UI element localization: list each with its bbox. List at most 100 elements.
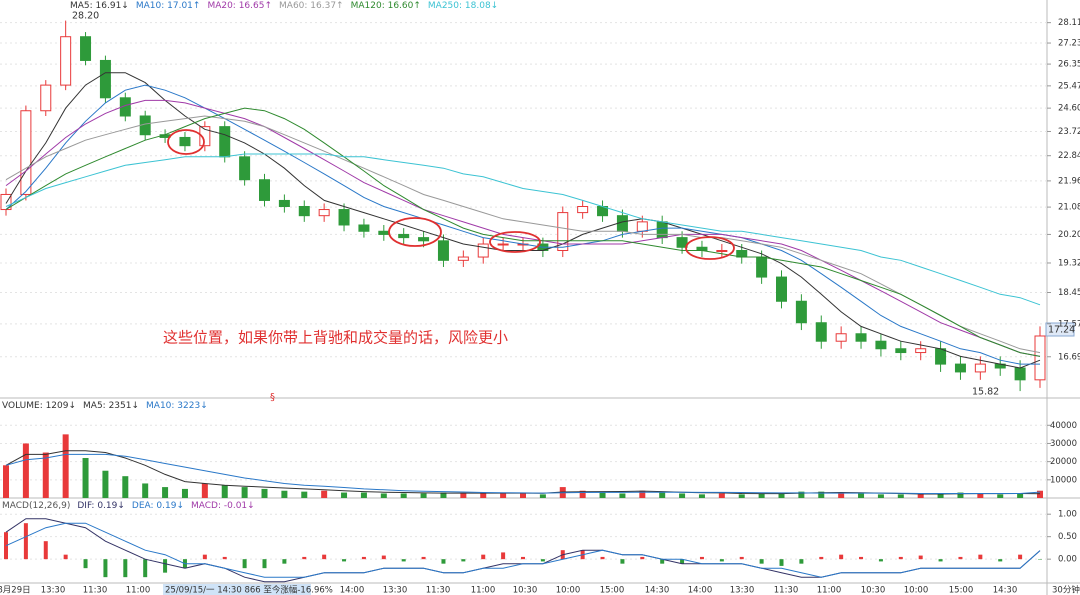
legend-item: MA10: 3223↓	[146, 401, 208, 411]
x-tick-label: 14:30	[993, 586, 1018, 595]
y-tick-label: 19.32	[1058, 258, 1080, 268]
highlight-circle	[685, 236, 735, 260]
low-label: 15.82	[972, 387, 999, 398]
macd-bar	[819, 556, 824, 560]
x-tick-label: 13:30	[730, 586, 755, 595]
y-tick-label: 27.23	[1058, 39, 1080, 49]
candle-body	[338, 209, 350, 226]
volume-bar	[858, 493, 865, 498]
volume-bar	[977, 493, 984, 498]
macd-bar	[779, 559, 784, 566]
volume-bar	[440, 492, 447, 498]
volume-bar	[877, 494, 884, 498]
candle-body	[179, 136, 191, 147]
legend-item: VOLUME: 1209↓	[2, 401, 77, 411]
ma-line	[5, 522, 1041, 578]
volume-bar	[679, 493, 686, 498]
x-tick-label: 11:00	[471, 586, 496, 595]
y-tick-label: 17.57	[1058, 319, 1080, 329]
candle-body	[278, 199, 290, 207]
ma-line	[5, 153, 1041, 306]
volume-bar	[321, 490, 328, 498]
candle-body	[318, 209, 330, 217]
volume-bar	[380, 493, 387, 498]
macd-bar	[938, 559, 943, 562]
volume-bar	[659, 492, 666, 498]
legend-item: MA5: 16.91↓	[70, 1, 129, 11]
candle-body	[298, 205, 310, 217]
volume-bar	[241, 487, 248, 498]
macd-bar	[262, 559, 267, 569]
candle-body	[457, 256, 469, 261]
volume-bar	[599, 492, 606, 498]
macd-bar	[898, 556, 903, 560]
y-tick-label: 24.60	[1058, 104, 1080, 114]
candle-body	[1034, 335, 1046, 381]
macd-bar	[600, 556, 605, 560]
x-tick-label: 11:30	[83, 586, 108, 595]
volume-bar	[341, 492, 348, 498]
last-price: 17.24	[1048, 325, 1075, 336]
legend-item: MA20: 16.65↑	[207, 1, 273, 11]
volume-bar	[142, 483, 149, 498]
volume-bar	[778, 492, 785, 498]
y-tick-label: 21.96	[1058, 176, 1080, 186]
legend-item: MA120: 16.60↑	[350, 1, 421, 11]
macd-bar	[799, 559, 804, 564]
volume-bar	[579, 490, 586, 498]
legend-item: MA60: 16.37↑	[279, 1, 344, 11]
y-tick-label: 18.45	[1058, 288, 1080, 298]
x-tick-label: 10:00	[904, 586, 929, 595]
macd-bar	[381, 555, 386, 560]
macd-bar	[222, 556, 227, 560]
candle-body	[20, 110, 32, 195]
candle-body	[437, 240, 449, 261]
macd-bar	[461, 559, 466, 562]
x-tick-label: 13:30	[41, 586, 66, 595]
candle-body	[99, 59, 111, 99]
y-tick-label: 30000	[1050, 439, 1077, 449]
volume-bar	[460, 493, 467, 498]
candle-body	[855, 333, 867, 342]
candle-body	[776, 276, 787, 302]
macd-bar	[640, 556, 645, 560]
macd-bar	[421, 556, 426, 560]
volume-bar	[102, 470, 109, 498]
candle-body	[716, 249, 728, 252]
volume-bar	[221, 485, 228, 498]
candle-body	[60, 36, 72, 86]
candle-body	[895, 348, 907, 354]
x-tick-label: 13:30	[383, 586, 408, 595]
highlight-circle	[388, 217, 442, 247]
price-tag	[1045, 322, 1075, 337]
y-tick-label: 0.50	[1058, 532, 1077, 542]
macd-bar	[441, 559, 446, 564]
volume-bar	[22, 443, 29, 498]
candle-body	[935, 348, 947, 365]
x-tick-label: 15:00	[600, 586, 625, 595]
x-tick-label: 11:00	[817, 586, 842, 595]
cursor-box	[163, 584, 311, 595]
high-label: 28.20	[72, 11, 99, 22]
macd-bar	[242, 559, 247, 569]
y-tick-label: 25.47	[1058, 81, 1080, 91]
volume-bar	[520, 493, 526, 498]
macd-legend: MACD(12,26,9) DIF: 0.19↓ DEA: 0.19↓ MACD: -…	[2, 500, 255, 512]
y-tick-label: 20000	[1050, 457, 1077, 467]
candle-body	[80, 36, 92, 61]
plot-area	[0, 20, 1047, 583]
volume-bar	[400, 493, 407, 498]
macd-bar	[282, 559, 287, 564]
macd-bar	[302, 556, 307, 560]
candle-body	[358, 224, 370, 232]
candle-body	[974, 363, 986, 373]
candle-body	[875, 340, 887, 350]
ma-line	[5, 72, 1041, 369]
price-legend: MA5: 16.91↓ MA10: 17.01↑ MA20: 16.65↑ MA60:…	[70, 0, 498, 12]
candle-body	[378, 230, 390, 235]
macd-bar	[521, 556, 525, 560]
ma-line	[5, 99, 1041, 357]
macd-bar	[143, 559, 148, 578]
highlight-circle	[167, 129, 205, 155]
